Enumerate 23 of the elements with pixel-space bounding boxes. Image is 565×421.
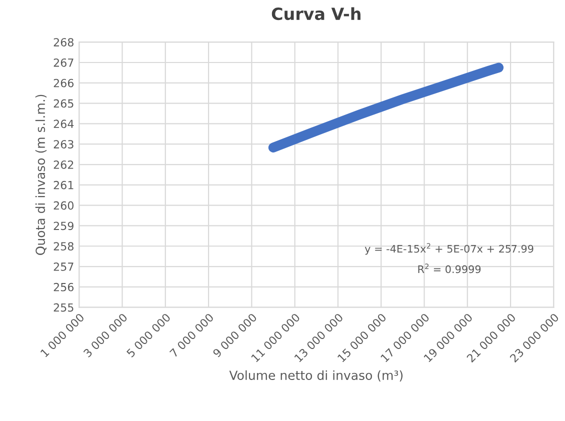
x-tick-label: 1 000 000: [40, 312, 85, 358]
chart-title: Curva V-h: [272, 7, 360, 20]
y-tick-label: 255: [54, 303, 74, 312]
annotation: y = -4E-15x$^{2}$ + 5E-07x + 257.99: [364, 243, 534, 255]
y-tick-label: 265: [54, 99, 74, 108]
y-tick-label: 264: [54, 120, 74, 128]
x-tick-label: 5 000 000: [126, 312, 171, 358]
y-tick-label: 261: [54, 180, 74, 190]
y-axis-title: Quota di invaso (m s.l.m.): [35, 94, 47, 255]
y-tick-label: 262: [54, 160, 74, 169]
x-tick-label: 7 000 000: [169, 312, 214, 358]
y-tick-label: 258: [54, 242, 74, 250]
y-tick-label: 259: [54, 222, 74, 230]
y-tick-label: 266: [54, 78, 74, 88]
y-tick-label: 268: [54, 38, 74, 46]
y-tick-label: 257: [54, 262, 74, 271]
y-tick-label: 263: [54, 140, 74, 148]
y-tick-label: 256: [54, 282, 74, 292]
x-axis-title: Volume netto di invaso (m³): [229, 370, 403, 382]
y-tick-label: 267: [54, 58, 74, 67]
annotation: R$^{2}$ = 0.9999: [418, 264, 481, 274]
y-tick-label: 260: [54, 201, 74, 210]
x-tick-label: 3 000 000: [82, 312, 128, 358]
